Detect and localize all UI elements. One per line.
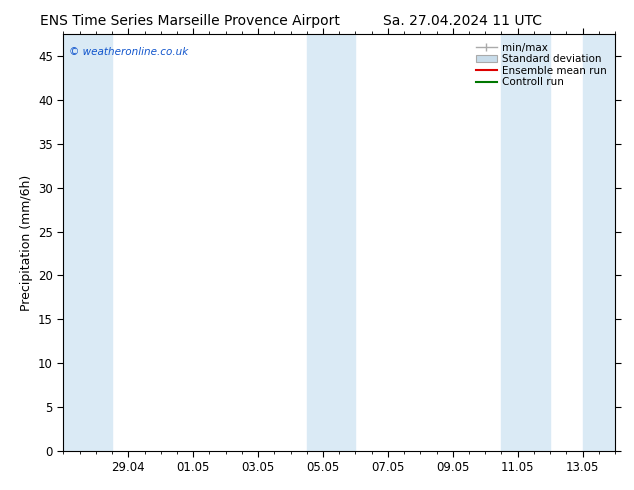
Bar [583, 34, 615, 451]
Y-axis label: Precipitation (mm/6h): Precipitation (mm/6h) [20, 174, 32, 311]
Bar [63, 34, 112, 451]
Legend: min/max, Standard deviation, Ensemble mean run, Controll run: min/max, Standard deviation, Ensemble me… [473, 40, 610, 91]
Text: Sa. 27.04.2024 11 UTC: Sa. 27.04.2024 11 UTC [384, 14, 542, 28]
Text: © weatheronline.co.uk: © weatheronline.co.uk [69, 47, 188, 57]
Text: ENS Time Series Marseille Provence Airport: ENS Time Series Marseille Provence Airpo… [41, 14, 340, 28]
Bar [307, 34, 356, 451]
Bar [501, 34, 550, 451]
